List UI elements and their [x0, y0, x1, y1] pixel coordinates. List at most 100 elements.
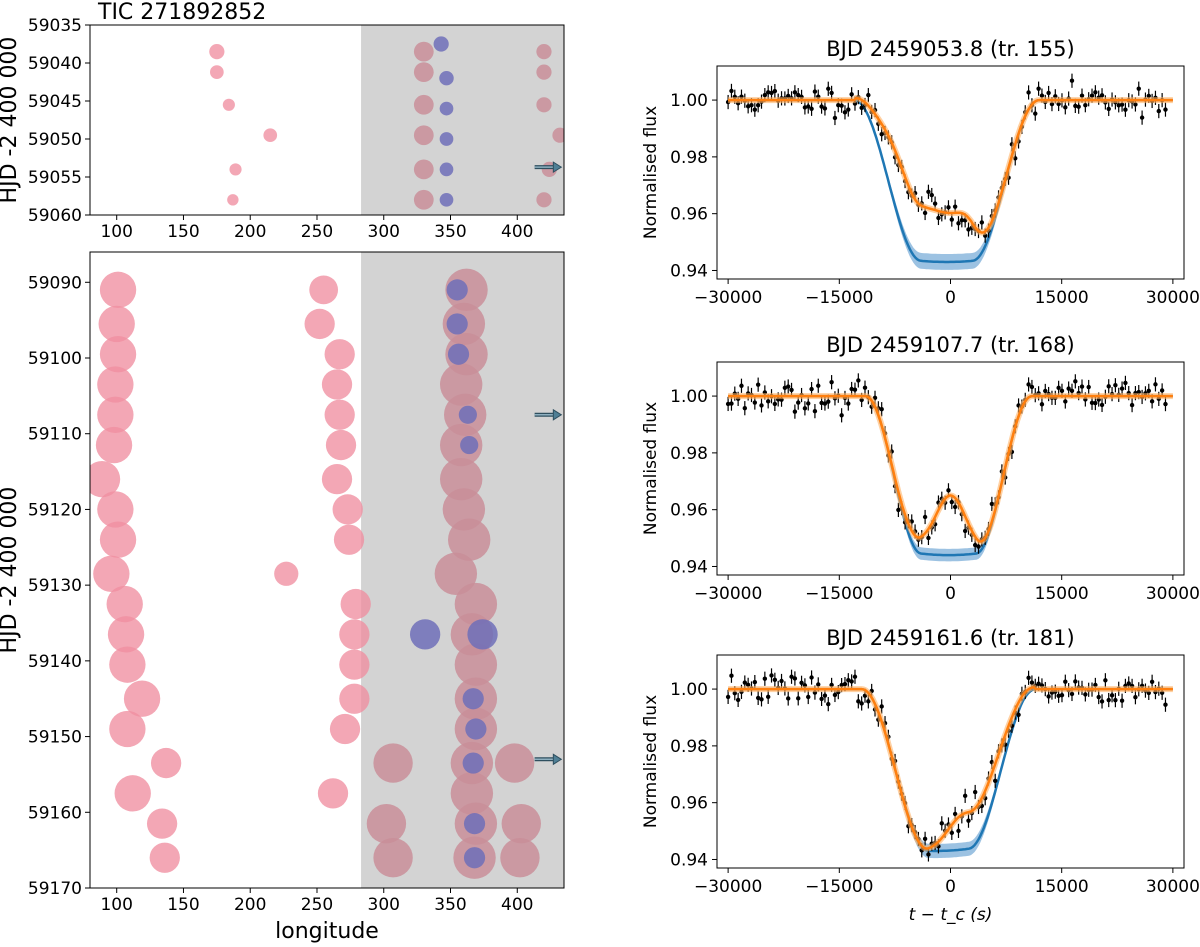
spot-map-0-frame [89, 24, 565, 216]
spot-6 [90, 460, 121, 498]
data-point-93 [1036, 86, 1041, 91]
data-point-11 [762, 92, 768, 98]
data-point-31 [829, 379, 834, 385]
data-point-21 [796, 696, 801, 701]
data-point-67 [949, 830, 955, 836]
data-point-1 [729, 673, 734, 678]
data-point-10 [759, 403, 764, 408]
data-point-109 [1089, 93, 1095, 98]
panel-title: BJD 2459107.7 (tr. 168) [826, 333, 1074, 357]
spot-0 [99, 271, 137, 309]
y-tick-label-8: 59170 [28, 879, 82, 899]
y-tick-label-0: 59090 [28, 273, 82, 293]
data-point-0 [725, 401, 731, 407]
data-point-42 [866, 92, 871, 98]
y-tick-label-1: 0.96 [670, 205, 708, 225]
data-point-28 [819, 400, 824, 406]
y-tick-label-0: 0.94 [670, 557, 708, 577]
data-point-20 [792, 90, 798, 95]
data-point-23 [802, 105, 808, 110]
data-point-114 [1106, 384, 1111, 389]
data-point-35 [842, 681, 848, 687]
data-point-66 [946, 205, 951, 210]
spot-3 [97, 366, 134, 403]
spot-25 [321, 464, 353, 495]
data-point-91 [1029, 680, 1035, 685]
spot-57 [373, 838, 413, 878]
data-point-25 [809, 386, 814, 392]
data-point-129 [1156, 108, 1161, 114]
data-point-64 [939, 821, 944, 826]
data-point-87 [1016, 712, 1021, 717]
data-point-116 [1113, 383, 1118, 388]
spot-map-1-frame [89, 251, 565, 889]
spot-41 [439, 457, 483, 501]
data-point-101 [1063, 679, 1068, 684]
y-tick-label-3: 59050 [28, 130, 82, 150]
x-axis-label: t − t_c (s) [909, 905, 993, 925]
data-point-71 [962, 528, 968, 534]
data-point-4 [739, 383, 744, 388]
light-curve-1-panel: −30000 −15000 0 15000 30000 0.94 0.96 0.98 1.00 B… [641, 37, 1200, 308]
data-point-118 [1119, 386, 1125, 391]
unspotted-model-line [728, 394, 1173, 557]
x-tick-label-5: 350 [434, 895, 466, 915]
data-point-11 [762, 676, 768, 681]
spot-20 [304, 308, 335, 340]
data-point-131 [1163, 702, 1168, 707]
data-point-67 [949, 217, 955, 222]
data-point-34 [839, 413, 844, 418]
x-tick-label-4: 30000 [1146, 288, 1200, 308]
y-tick-label-3: 1.00 [670, 680, 708, 700]
data-point-36 [846, 678, 851, 683]
data-point-90 [1026, 675, 1031, 681]
data-point-14 [772, 401, 778, 407]
data-point-26 [812, 408, 818, 414]
data-point-90 [1026, 90, 1031, 95]
occulted-spot-3 [458, 405, 477, 424]
y-tick-label-4: 59130 [28, 576, 82, 596]
x-tick-label-1: −15000 [805, 288, 873, 308]
data-point-71 [962, 793, 968, 799]
data-point-99 [1056, 385, 1061, 391]
data-point-101 [1063, 399, 1068, 404]
x-tick-label-3: 250 [301, 895, 333, 915]
y-tick-label-3: 59120 [28, 500, 82, 520]
data-point-6 [745, 682, 751, 688]
data-point-106 [1079, 93, 1085, 98]
data-point-24 [806, 694, 811, 700]
data-point-46 [879, 704, 884, 709]
data-point-100 [1059, 692, 1065, 698]
x-tick-label-3: 250 [301, 222, 333, 242]
x-tick-label-4: 30000 [1146, 584, 1200, 604]
arrow-head-0 [552, 408, 563, 421]
occulted-spot-5 [439, 192, 454, 207]
spot-28 [274, 561, 299, 586]
y-tick-label-2: 59110 [28, 425, 82, 445]
data-point-74 [972, 542, 978, 548]
spot-7 [413, 62, 434, 82]
spot-13 [536, 64, 552, 80]
data-point-96 [1046, 694, 1051, 699]
spotted-fit-band [728, 684, 1173, 852]
data-point-131 [1163, 401, 1168, 407]
x-tick-label-4: 300 [368, 222, 400, 242]
data-point-14 [772, 88, 778, 94]
data-point-117 [1116, 103, 1121, 108]
data-point-21 [796, 92, 801, 98]
data-point-110 [1093, 400, 1098, 406]
data-point-12 [765, 694, 771, 700]
occulted-spot-0 [433, 36, 449, 52]
data-point-107 [1083, 102, 1088, 108]
data-point-74 [972, 789, 978, 795]
spot-10 [413, 159, 434, 180]
data-point-100 [1059, 388, 1065, 394]
data-point-108 [1086, 384, 1091, 390]
data-point-113 [1103, 678, 1108, 683]
data-point-12 [765, 90, 771, 95]
data-point-18 [786, 93, 791, 99]
data-point-9 [755, 103, 761, 108]
occulted-spot-8 [465, 718, 487, 740]
plot-area [725, 668, 1173, 862]
